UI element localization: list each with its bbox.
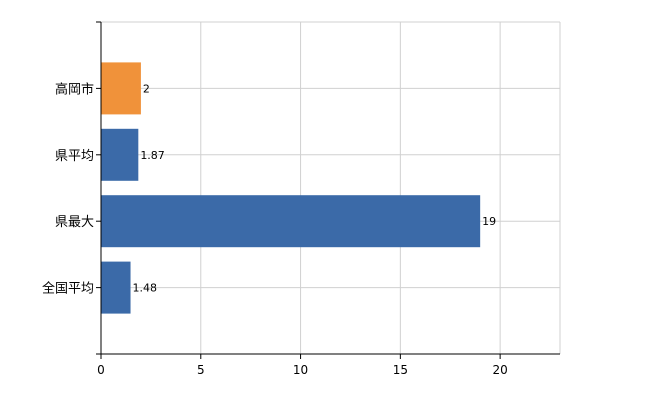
bars bbox=[101, 62, 481, 314]
data-label-0: 2 bbox=[143, 82, 150, 95]
x-tick-label-0: 0 bbox=[97, 363, 105, 377]
labels: 2 高岡市 1.87 県平均 19 県最大 1.48 全国平均 0 5 10 15 20 bbox=[42, 81, 508, 377]
bar-0 bbox=[101, 62, 141, 115]
data-label-1: 1.87 bbox=[140, 149, 165, 162]
category-label-0: 高岡市 bbox=[55, 81, 94, 97]
x-tick-label-3: 15 bbox=[393, 363, 408, 377]
bar-2 bbox=[101, 195, 481, 248]
bar-1 bbox=[101, 128, 139, 181]
category-label-2: 県最大 bbox=[55, 215, 94, 230]
axes bbox=[96, 21, 560, 359]
x-tick-label-2: 10 bbox=[293, 363, 308, 377]
category-label-3: 全国平均 bbox=[42, 281, 94, 297]
grid-lines bbox=[101, 21, 561, 355]
x-tick-label-1: 5 bbox=[197, 363, 205, 377]
x-tick-label-4: 20 bbox=[492, 363, 507, 377]
data-label-3: 1.48 bbox=[133, 282, 158, 295]
bar-3 bbox=[101, 261, 131, 314]
category-label-1: 県平均 bbox=[55, 149, 94, 164]
data-label-2: 19 bbox=[482, 215, 496, 228]
